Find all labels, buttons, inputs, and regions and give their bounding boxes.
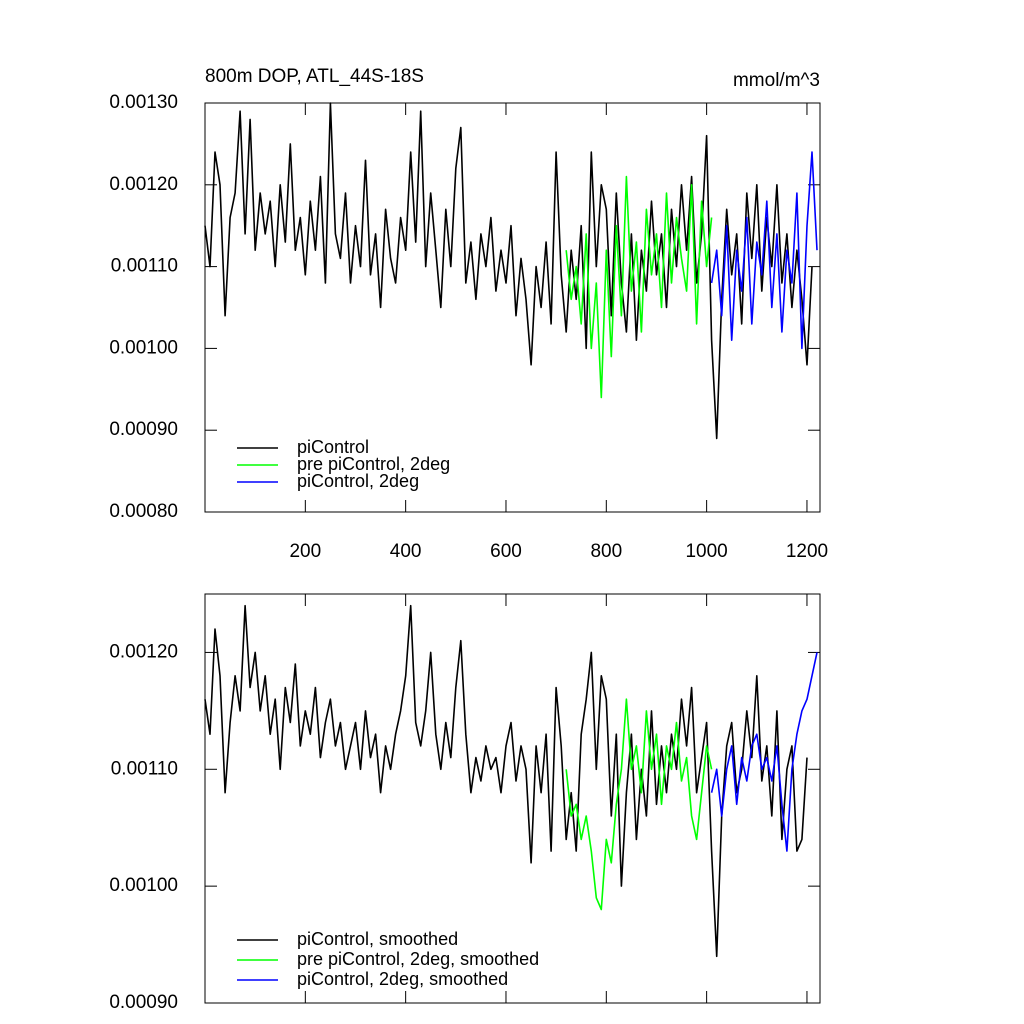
legend-label: piControl, 2deg, smoothed (297, 969, 508, 989)
x-tick-label: 1000 (685, 541, 727, 562)
series-line (710, 652, 818, 852)
legend-label: pre piControl, 2deg (297, 454, 450, 474)
y-tick-label: 0.00110 (111, 256, 178, 277)
y-tick-label: 0.00120 (109, 174, 178, 195)
y-tick-label: 0.00100 (109, 337, 178, 358)
y-tick-label: 0.00090 (109, 992, 178, 1013)
plot-frame (204, 102, 821, 513)
y-tick-label: 0.00120 (109, 641, 178, 662)
series-line (565, 175, 713, 399)
series-line (565, 698, 713, 911)
legend-label: piControl, 2deg (297, 471, 419, 491)
x-tick-label: 600 (490, 541, 522, 562)
series-line (204, 102, 813, 440)
x-tick-label: 1200 (786, 541, 828, 562)
y-tick-label: 0.00130 (109, 92, 178, 113)
y-tick-label: 0.00080 (109, 501, 178, 522)
y-tick-label: 0.00110 (111, 758, 178, 779)
y-tick-label: 0.00100 (109, 875, 178, 896)
units-label: mmol/m^3 (733, 70, 820, 91)
plot-frame (204, 593, 821, 1004)
y-tick-label: 0.00090 (109, 419, 178, 440)
series-line (204, 604, 808, 958)
legend-label: pre piControl, 2deg, smoothed (297, 949, 539, 969)
legend-label: piControl, smoothed (297, 929, 458, 949)
chart-title: 800m DOP, ATL_44S-18S (205, 66, 424, 87)
x-tick-label: 400 (390, 541, 422, 562)
x-tick-label: 800 (590, 541, 622, 562)
legend-label: piControl (297, 437, 369, 457)
series-line (710, 151, 818, 350)
x-tick-label: 200 (289, 541, 321, 562)
